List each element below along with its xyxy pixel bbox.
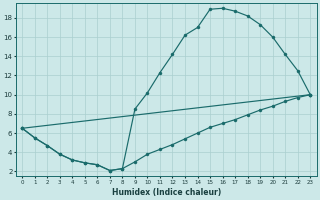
X-axis label: Humidex (Indice chaleur): Humidex (Indice chaleur)	[112, 188, 221, 197]
